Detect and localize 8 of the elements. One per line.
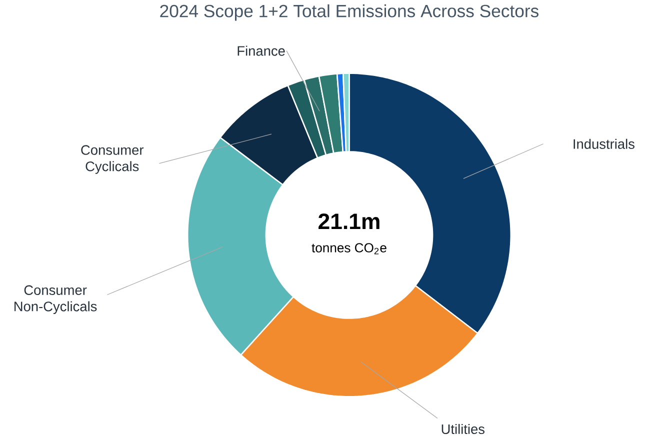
slice-label: Finance	[238, 46, 285, 56]
slice-label: Consumer Cyclicals	[81, 144, 144, 174]
text: 21.1m	[318, 213, 380, 229]
slice-label: Consumer Non-Cyclicals	[14, 285, 97, 314]
slice-label: Utilities	[442, 424, 484, 434]
slice-label: Industrials	[574, 138, 634, 149]
chart-title: 2024 Scope 1+2 Total Emissions Across Sectors	[160, 4, 538, 21]
text: tonnes CO$_{2}$e	[312, 242, 386, 254]
